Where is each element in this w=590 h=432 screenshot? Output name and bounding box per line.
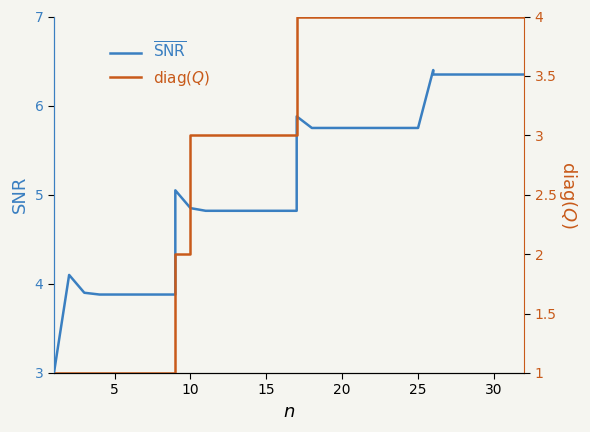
$\overline{\mathrm{SNR}}$ <box>111 292 118 297</box>
$\overline{\mathrm{SNR}}$ <box>96 292 103 297</box>
Line: $\overline{\mathrm{SNR}}$: $\overline{\mathrm{SNR}}$ <box>54 70 525 373</box>
$\overline{\mathrm{SNR}}$ <box>217 208 224 213</box>
$\overline{\mathrm{SNR}}$ <box>490 72 497 77</box>
$\overline{\mathrm{SNR}}$ <box>339 125 346 130</box>
$\overline{\mathrm{SNR}}$ <box>50 370 57 375</box>
$\mathrm{diag}(Q)$ <box>293 133 300 138</box>
$\overline{\mathrm{SNR}}$ <box>430 67 437 73</box>
$\overline{\mathrm{SNR}}$ <box>460 72 467 77</box>
$\overline{\mathrm{SNR}}$ <box>187 206 194 211</box>
$\overline{\mathrm{SNR}}$ <box>445 72 452 77</box>
$\overline{\mathrm{SNR}}$ <box>156 292 163 297</box>
Y-axis label: SNR: SNR <box>11 176 29 213</box>
$\overline{\mathrm{SNR}}$ <box>142 292 149 297</box>
$\overline{\mathrm{SNR}}$ <box>399 125 407 130</box>
$\mathrm{diag}(Q)$ <box>172 370 179 375</box>
$\mathrm{diag}(Q)$ <box>415 14 422 19</box>
$\mathrm{diag}(Q)$ <box>521 14 528 19</box>
$\mathrm{diag}(Q)$ <box>187 251 194 257</box>
$\overline{\mathrm{SNR}}$ <box>232 208 240 213</box>
Y-axis label: $\mathrm{diag}(Q)$: $\mathrm{diag}(Q)$ <box>557 161 579 229</box>
Legend: $\overline{\mathrm{SNR}}$, $\mathrm{diag}(Q)$: $\overline{\mathrm{SNR}}$, $\mathrm{diag… <box>104 35 217 94</box>
X-axis label: $n$: $n$ <box>283 403 295 421</box>
$\overline{\mathrm{SNR}}$ <box>521 72 528 77</box>
$\overline{\mathrm{SNR}}$ <box>263 208 270 213</box>
$\overline{\mathrm{SNR}}$ <box>65 272 73 277</box>
$\overline{\mathrm{SNR}}$ <box>248 208 255 213</box>
$\mathrm{diag}(Q)$ <box>187 133 194 138</box>
$\overline{\mathrm{SNR}}$ <box>506 72 513 77</box>
$\overline{\mathrm{SNR}}$ <box>202 208 209 213</box>
$\overline{\mathrm{SNR}}$ <box>278 208 285 213</box>
$\mathrm{diag}(Q)$ <box>293 14 300 19</box>
$\overline{\mathrm{SNR}}$ <box>369 125 376 130</box>
Line: $\mathrm{diag}(Q)$: $\mathrm{diag}(Q)$ <box>54 16 525 373</box>
$\overline{\mathrm{SNR}}$ <box>384 125 391 130</box>
$\mathrm{diag}(Q)$ <box>50 370 57 375</box>
$\overline{\mathrm{SNR}}$ <box>430 72 437 77</box>
$\overline{\mathrm{SNR}}$ <box>81 290 88 295</box>
$\overline{\mathrm{SNR}}$ <box>293 114 300 119</box>
$\overline{\mathrm{SNR}}$ <box>354 125 361 130</box>
$\overline{\mathrm{SNR}}$ <box>415 125 422 130</box>
$\overline{\mathrm{SNR}}$ <box>293 208 300 213</box>
$\mathrm{diag}(Q)$ <box>415 14 422 19</box>
$\overline{\mathrm{SNR}}$ <box>172 188 179 193</box>
$\overline{\mathrm{SNR}}$ <box>309 125 316 130</box>
$\overline{\mathrm{SNR}}$ <box>172 292 179 297</box>
$\mathrm{diag}(Q)$ <box>172 251 179 257</box>
$\overline{\mathrm{SNR}}$ <box>126 292 133 297</box>
$\overline{\mathrm{SNR}}$ <box>323 125 330 130</box>
$\overline{\mathrm{SNR}}$ <box>475 72 482 77</box>
